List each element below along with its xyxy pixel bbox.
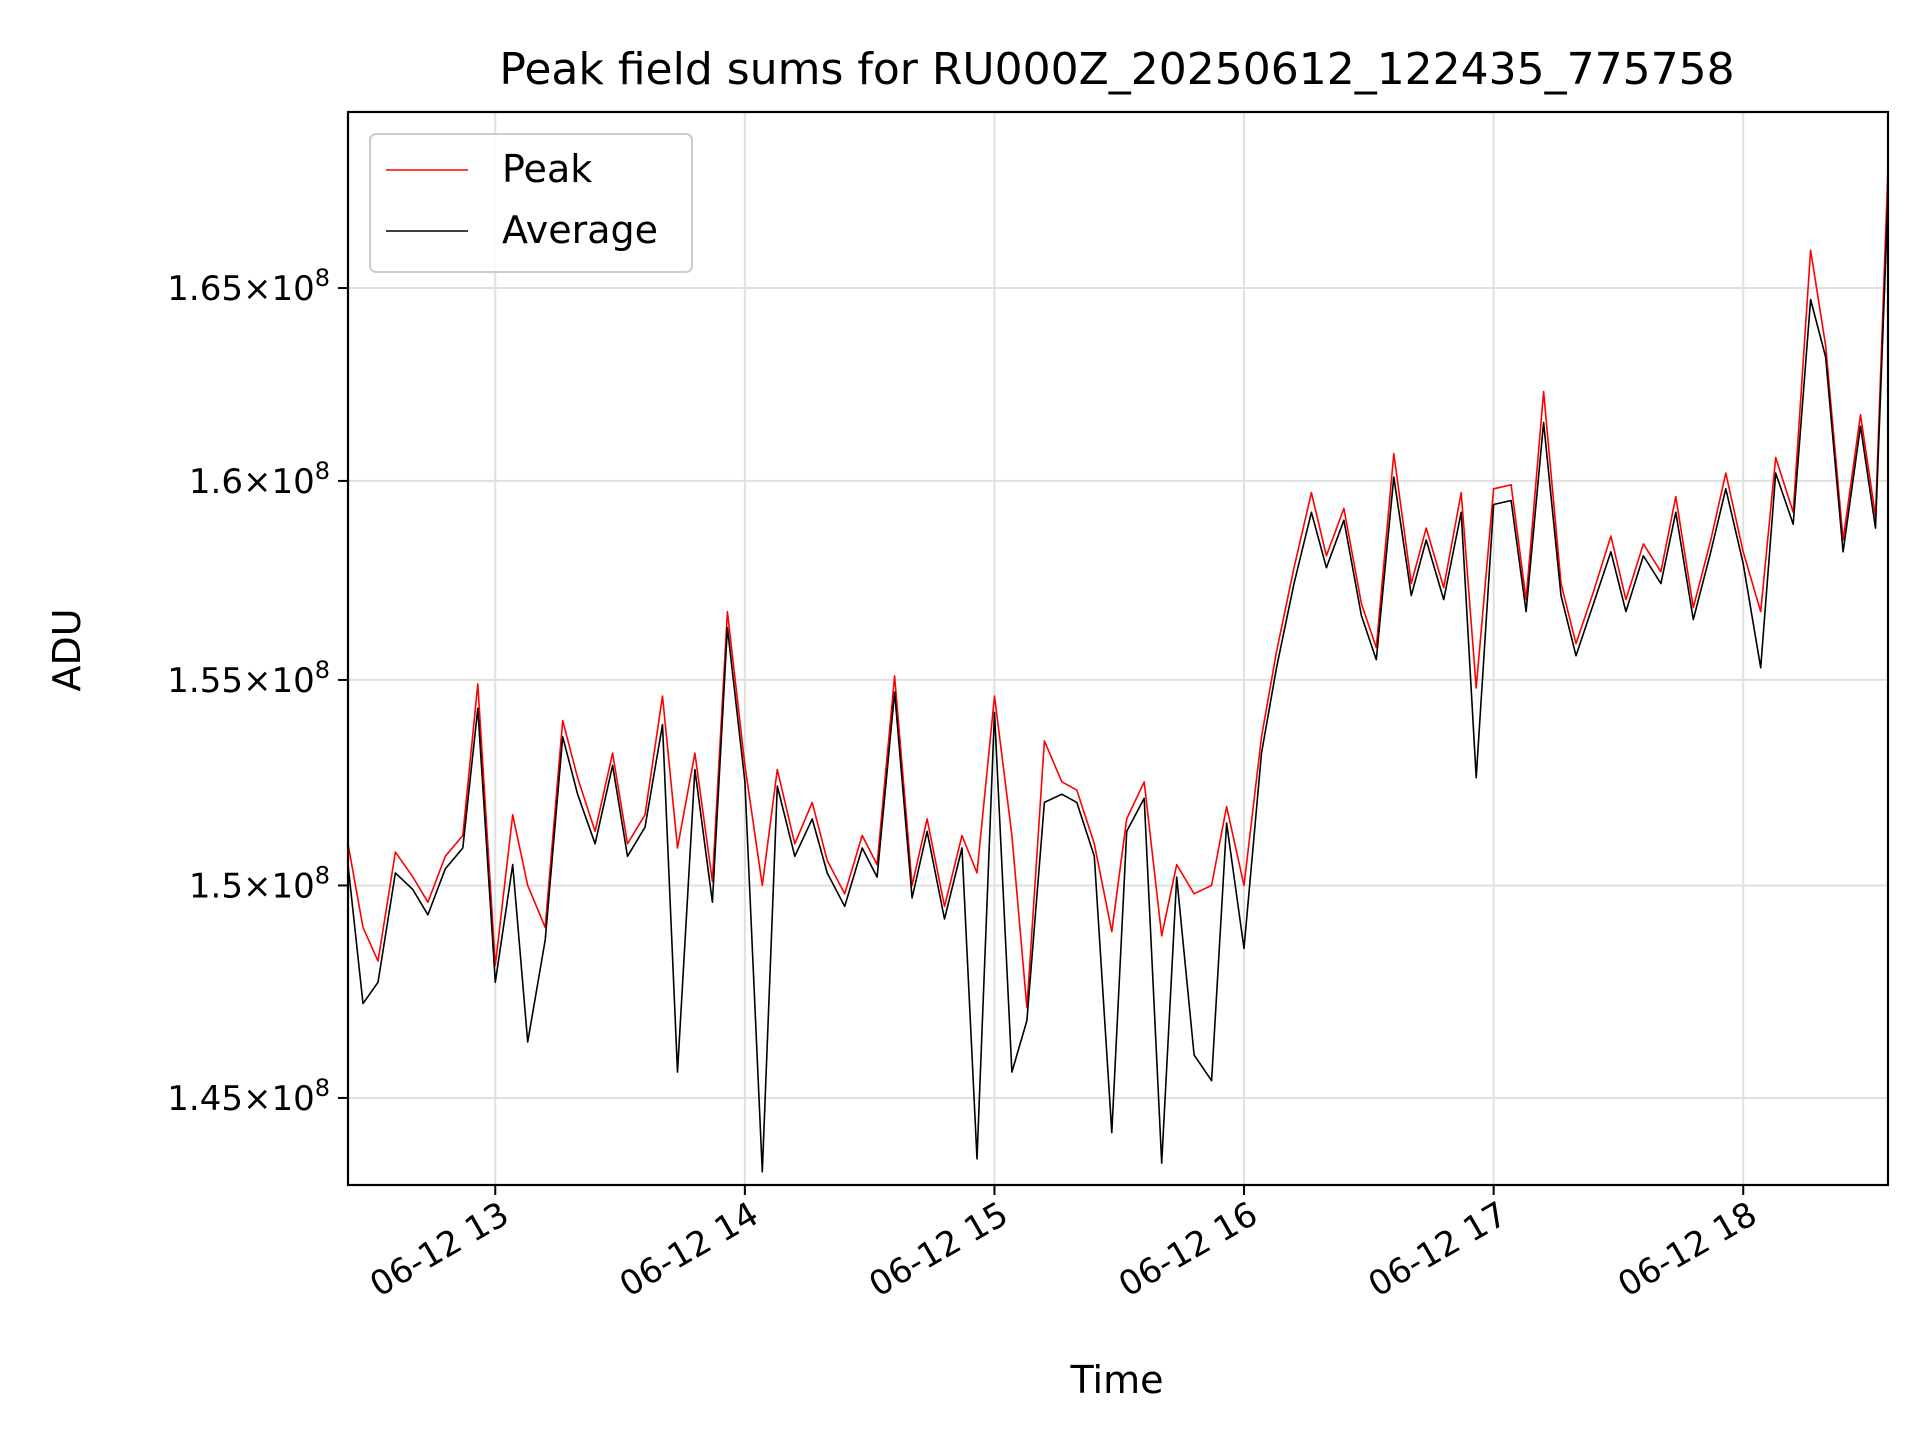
y-tick-label: 1.45×108 xyxy=(167,1074,330,1119)
legend: Peak Average xyxy=(369,133,693,273)
series-line-average xyxy=(347,197,1889,1173)
grid xyxy=(348,112,1888,1185)
y-tick-label: 1.55×108 xyxy=(167,656,330,701)
x-axis-label: Time xyxy=(1070,1358,1164,1402)
y-tick-label: 1.65×108 xyxy=(167,264,330,309)
plot-frame xyxy=(346,110,1890,1187)
legend-box xyxy=(369,133,693,273)
series-layer xyxy=(347,167,1889,1173)
series-line-peak xyxy=(347,167,1889,1009)
legend-label-peak: Peak xyxy=(502,147,592,191)
y-axis: 1.45×108 1.5×108 1.55×108 1.6×108 1.65×108 xyxy=(167,264,348,1119)
legend-label-average: Average xyxy=(502,208,658,252)
chart-title: Peak field sums for RU000Z_20250612_1224… xyxy=(499,44,1734,95)
y-tick-label: 1.5×108 xyxy=(189,861,330,906)
y-tick-label: 1.6×108 xyxy=(189,457,330,502)
y-axis-label: ADU xyxy=(45,608,89,691)
